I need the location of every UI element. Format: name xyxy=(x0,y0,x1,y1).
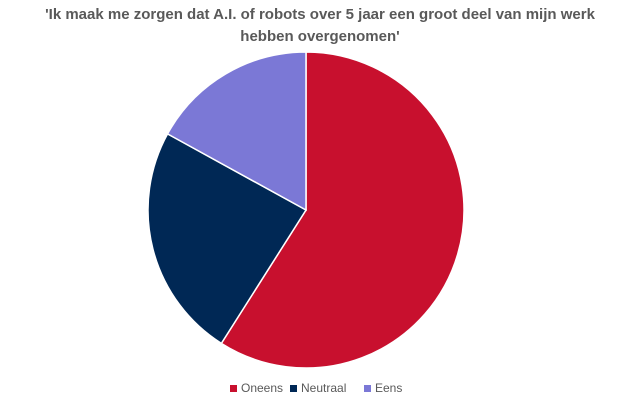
legend-swatch xyxy=(230,385,237,392)
pie-slice xyxy=(147,132,308,345)
legend-label: Neutraal xyxy=(301,381,346,395)
legend-swatch xyxy=(290,385,297,392)
legend-label: Eens xyxy=(375,381,402,395)
pie-slice xyxy=(166,51,307,212)
legend-swatch xyxy=(364,385,371,392)
pie-slice xyxy=(220,51,465,369)
chart-title: 'Ik maak me zorgen dat A.I. of robots ov… xyxy=(45,6,595,45)
legend-label: Oneens xyxy=(241,381,283,395)
